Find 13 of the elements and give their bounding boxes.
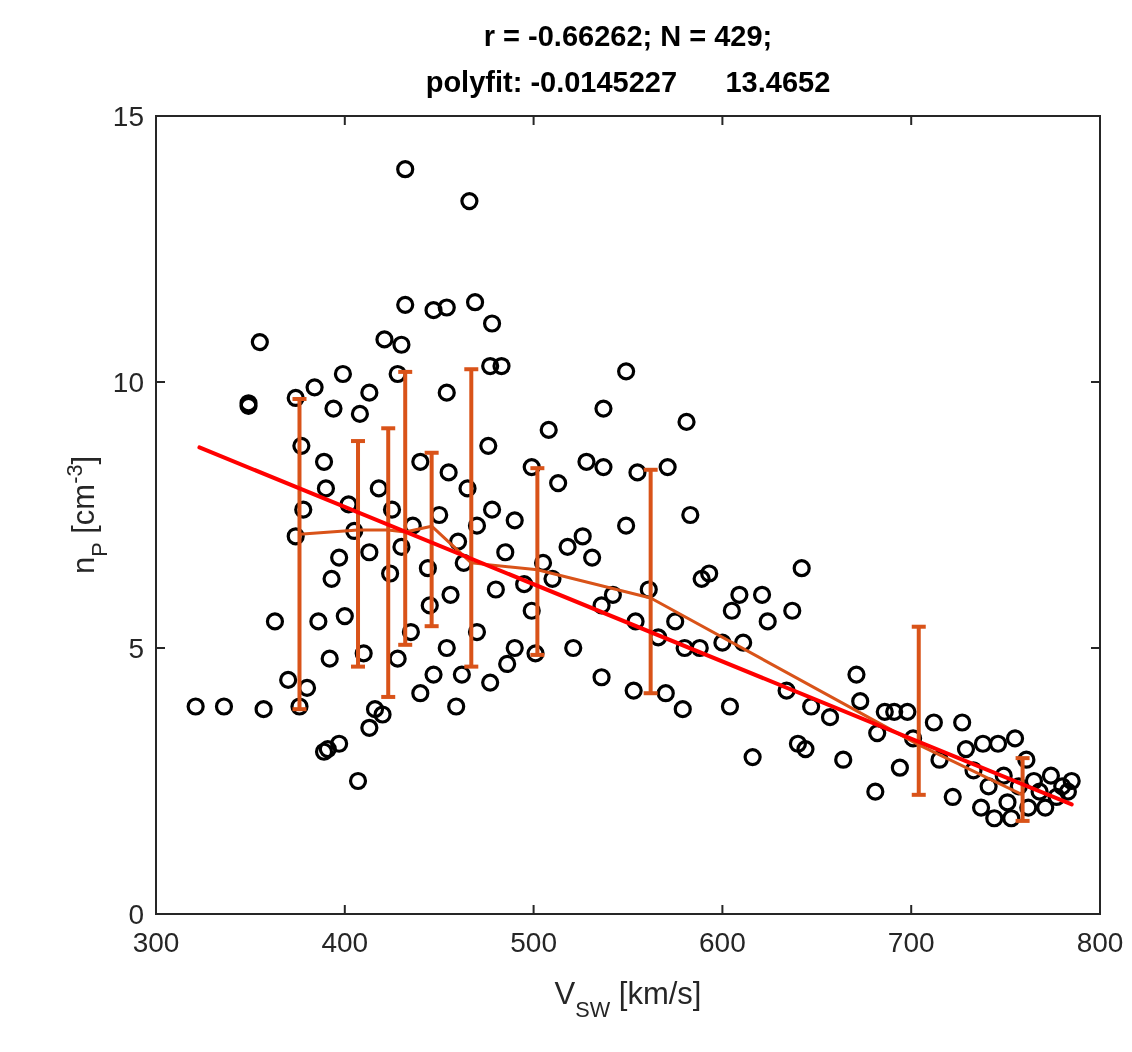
y-tick-label: 15 (112, 101, 144, 132)
x-tick-label: 700 (887, 927, 935, 958)
y-tick-label: 10 (112, 367, 144, 398)
chart-title: r = -0.66262; N = 429; (483, 20, 773, 52)
y-tick-label: 5 (128, 633, 144, 664)
x-tick-label: 500 (510, 927, 557, 958)
y-tick-label: 0 (128, 899, 144, 930)
chart-subtitle: polyfit: -0.0145227 13.4652 (425, 66, 831, 98)
x-tick-label: 400 (321, 927, 369, 958)
x-tick-label: 800 (1076, 927, 1124, 958)
x-tick-label: 300 (132, 927, 180, 958)
x-axis-title: V$_{SW}$ [km/s] (554, 976, 702, 1022)
x-tick-label: 600 (699, 927, 746, 958)
